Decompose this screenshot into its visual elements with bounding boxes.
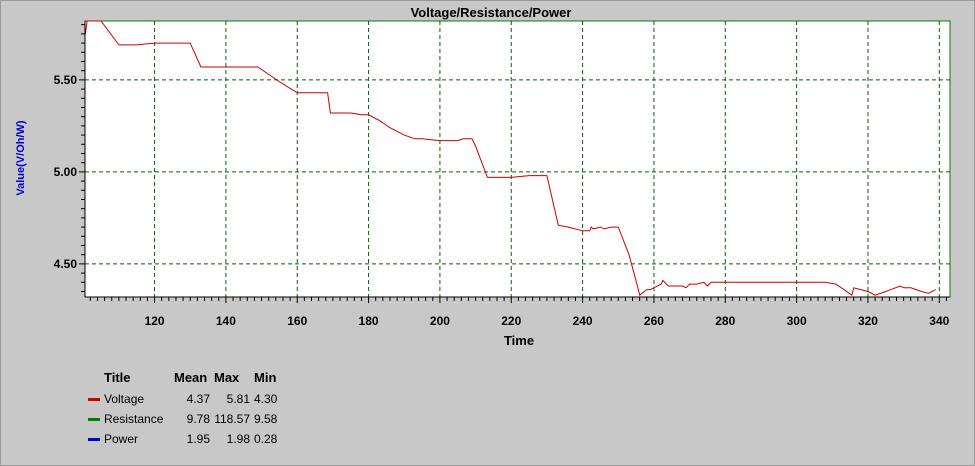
legend-swatch-header xyxy=(88,369,104,389)
y-axis-label: Value(V/Oh/W) xyxy=(15,120,27,196)
x-tick-label: 280 xyxy=(715,314,735,328)
axes: 120 140 160 180 200 220 240 260 280 300 320 340 4.50… xyxy=(54,21,950,328)
legend-row-voltage[interactable]: Voltage 4.37 5.81 4.30 xyxy=(88,389,288,409)
y-tick-label: 5.00 xyxy=(54,165,78,179)
plot-area xyxy=(84,20,951,298)
legend-max-resistance: 118.57 xyxy=(214,412,250,426)
legend-min-power: 0.28 xyxy=(254,432,278,446)
legend-title-voltage: Voltage xyxy=(104,392,145,406)
series-line-voltage xyxy=(84,20,936,297)
x-axis-label: Time xyxy=(504,333,534,348)
legend-mean-voltage: 4.37 xyxy=(186,392,210,406)
legend-swatch-voltage xyxy=(88,398,100,402)
x-tick-label: 160 xyxy=(287,314,307,328)
legend-title-resistance: Resistance xyxy=(104,412,164,426)
x-tick-label: 320 xyxy=(858,314,878,328)
y-tick-label: 4.50 xyxy=(54,257,78,271)
x-tick-label: 340 xyxy=(929,314,949,328)
x-tick-label: 120 xyxy=(145,314,165,328)
legend-row-resistance[interactable]: Resistance 9.78 118.57 9.58 xyxy=(88,409,288,429)
legend-max-header: Max xyxy=(214,369,240,385)
line-chart: Voltage/Resistance/Power 120 140 160 180 200… xyxy=(15,5,951,348)
chart-title: Voltage/Resistance/Power xyxy=(411,5,572,20)
x-tick-label: 240 xyxy=(573,314,593,328)
legend-header-row: Title Mean Max Min xyxy=(88,369,288,389)
legend-min-header: Min xyxy=(254,369,277,385)
x-tick-label: 180 xyxy=(359,314,379,328)
legend-max-voltage: 5.81 xyxy=(226,392,250,406)
legend: Title Mean Max Min Voltage 4.37 5.81 4.3… xyxy=(88,369,288,449)
x-tick-label: 300 xyxy=(787,314,807,328)
legend-swatch-power xyxy=(88,438,100,442)
legend-title-power: Power xyxy=(104,432,139,446)
y-tick-label: 5.50 xyxy=(54,73,78,87)
x-tick-label: 140 xyxy=(216,314,236,328)
legend-min-resistance: 9.58 xyxy=(254,412,278,426)
legend-row-power[interactable]: Power 1.95 1.98 0.28 xyxy=(88,429,288,449)
legend-mean-power: 1.95 xyxy=(186,432,210,446)
legend-min-voltage: 4.30 xyxy=(254,392,278,406)
legend-mean-resistance: 9.78 xyxy=(186,412,210,426)
legend-swatch-resistance xyxy=(88,418,100,422)
x-tick-label: 200 xyxy=(430,314,450,328)
x-tick-label: 260 xyxy=(644,314,664,328)
legend-table: Title Mean Max Min Voltage 4.37 5.81 4.3… xyxy=(88,369,288,449)
x-tick-label: 220 xyxy=(501,314,521,328)
legend-mean-header: Mean xyxy=(174,369,208,385)
legend-max-power: 1.98 xyxy=(226,432,250,446)
series-layer xyxy=(84,20,936,297)
legend-title-header: Title xyxy=(104,369,131,385)
